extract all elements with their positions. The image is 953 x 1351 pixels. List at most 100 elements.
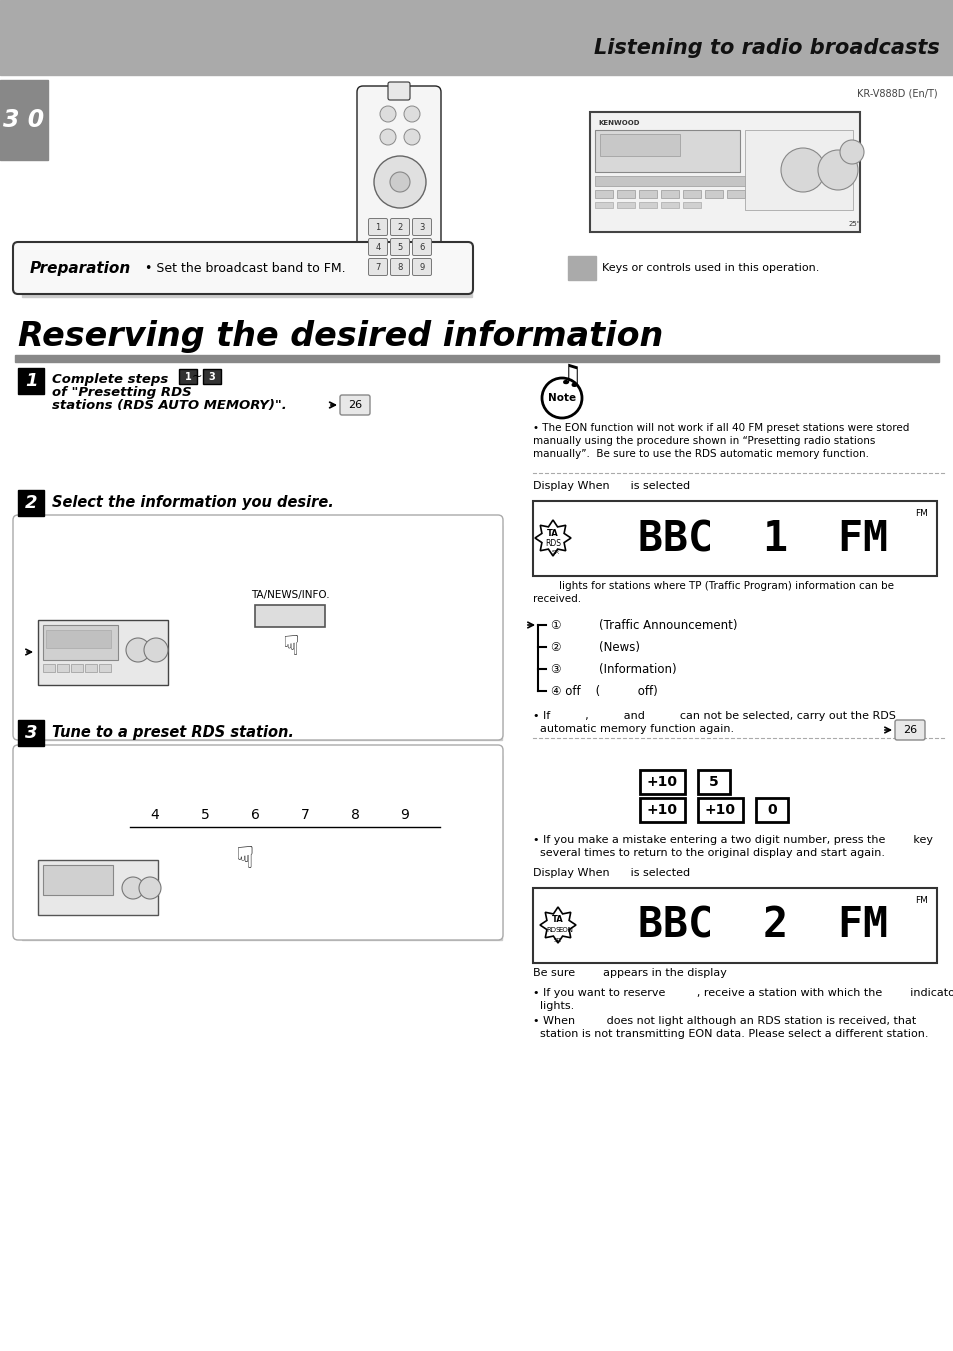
Text: Be sure        appears in the display: Be sure appears in the display: [533, 969, 726, 978]
Text: ♫: ♫: [557, 362, 582, 390]
FancyBboxPatch shape: [356, 86, 440, 293]
Text: 3 0: 3 0: [4, 108, 45, 132]
FancyBboxPatch shape: [412, 219, 431, 235]
Bar: [567, 255, 596, 280]
Bar: [18, 720, 44, 746]
Bar: [595, 130, 740, 172]
Text: 4: 4: [375, 242, 380, 251]
Text: SP.: SP.: [551, 550, 559, 554]
Text: BBC  1  FM: BBC 1 FM: [638, 517, 887, 561]
Text: Keys or controls used in this operation.: Keys or controls used in this operation.: [601, 263, 819, 273]
Text: 3: 3: [419, 223, 424, 231]
Bar: [99, 663, 111, 671]
Bar: [698, 798, 742, 821]
Text: SP.: SP.: [553, 938, 561, 943]
Text: ②          (News): ② (News): [551, 640, 639, 654]
Bar: [18, 367, 44, 394]
Text: manually using the procedure shown in “Presetting radio stations: manually using the procedure shown in “P…: [533, 436, 875, 446]
FancyBboxPatch shape: [179, 369, 196, 384]
Circle shape: [379, 128, 395, 145]
Text: RDS: RDS: [544, 539, 560, 547]
Bar: [660, 190, 679, 199]
Text: manually”.  Be sure to use the RDS automatic memory function.: manually”. Be sure to use the RDS automa…: [533, 449, 868, 459]
Text: ①          (Traffic Announcement): ① (Traffic Announcement): [551, 619, 737, 631]
Text: ☟: ☟: [281, 634, 298, 661]
Bar: [704, 190, 722, 199]
Bar: [15, 355, 938, 362]
Circle shape: [781, 149, 824, 192]
Bar: [18, 490, 44, 516]
Text: 1: 1: [375, 223, 380, 231]
Bar: [595, 176, 749, 186]
Bar: [639, 190, 657, 199]
Text: Preparation: Preparation: [30, 261, 132, 276]
Text: ☟: ☟: [235, 844, 254, 874]
Text: Tune to a preset RDS station.: Tune to a preset RDS station.: [52, 725, 294, 740]
Circle shape: [840, 141, 863, 163]
Bar: [595, 190, 613, 199]
Text: 2: 2: [397, 223, 402, 231]
Text: TA: TA: [547, 530, 558, 539]
Text: Display When      is selected: Display When is selected: [533, 867, 689, 878]
Text: • Set the broadcast band to FM.: • Set the broadcast band to FM.: [145, 262, 345, 274]
Bar: [0, 0, 953, 76]
FancyBboxPatch shape: [368, 258, 387, 276]
Text: lights.: lights.: [533, 1001, 574, 1011]
Text: +10: +10: [646, 775, 678, 789]
FancyBboxPatch shape: [412, 239, 431, 255]
Text: lights for stations where TP (Traffic Program) information can be: lights for stations where TP (Traffic Pr…: [533, 581, 893, 590]
Text: FM: FM: [914, 509, 927, 517]
FancyBboxPatch shape: [13, 242, 473, 295]
FancyBboxPatch shape: [388, 82, 410, 100]
Circle shape: [390, 172, 410, 192]
Text: Note: Note: [547, 393, 576, 403]
Bar: [85, 663, 97, 671]
Text: 6: 6: [251, 808, 259, 821]
FancyBboxPatch shape: [390, 239, 409, 255]
Bar: [726, 190, 744, 199]
Circle shape: [541, 378, 581, 417]
Bar: [639, 203, 657, 208]
Text: 7: 7: [375, 262, 380, 272]
Text: • If you make a mistake entering a two digit number, press the        key: • If you make a mistake entering a two d…: [533, 835, 932, 844]
Text: 3: 3: [25, 724, 37, 742]
Text: station is not transmitting EON data. Please select a different station.: station is not transmitting EON data. Pl…: [533, 1029, 927, 1039]
Bar: [639, 798, 684, 821]
Text: 5: 5: [708, 775, 719, 789]
Bar: [57, 663, 69, 671]
Circle shape: [374, 155, 426, 208]
Circle shape: [122, 877, 144, 898]
Bar: [595, 203, 613, 208]
Text: 1: 1: [25, 372, 37, 390]
Text: 8: 8: [396, 262, 402, 272]
Bar: [43, 865, 112, 894]
Text: stations (RDS AUTO MEMORY)".: stations (RDS AUTO MEMORY)".: [52, 399, 287, 412]
Text: of "Presetting RDS: of "Presetting RDS: [52, 386, 192, 399]
Bar: [682, 190, 700, 199]
Text: 5: 5: [200, 808, 209, 821]
Bar: [22, 755, 501, 940]
Bar: [43, 626, 118, 661]
Bar: [43, 663, 55, 671]
Bar: [660, 203, 679, 208]
Bar: [617, 190, 635, 199]
Text: 26: 26: [348, 400, 362, 409]
FancyBboxPatch shape: [339, 394, 370, 415]
Text: Listening to radio broadcasts: Listening to radio broadcasts: [594, 38, 939, 58]
FancyBboxPatch shape: [13, 515, 502, 740]
Text: 5: 5: [397, 242, 402, 251]
Bar: [71, 663, 83, 671]
Text: 9: 9: [400, 808, 409, 821]
Bar: [38, 861, 158, 915]
Text: 26: 26: [902, 725, 916, 735]
FancyBboxPatch shape: [390, 258, 409, 276]
FancyBboxPatch shape: [412, 258, 431, 276]
Text: 2: 2: [25, 494, 37, 512]
Circle shape: [403, 105, 419, 122]
Text: 3: 3: [209, 372, 215, 381]
Text: +10: +10: [704, 802, 735, 817]
Text: TA: TA: [552, 916, 563, 924]
Text: • If you want to reserve         , receive a station with which the        indic: • If you want to reserve , receive a sta…: [533, 988, 953, 998]
Bar: [254, 605, 325, 627]
Text: FM: FM: [914, 896, 927, 905]
